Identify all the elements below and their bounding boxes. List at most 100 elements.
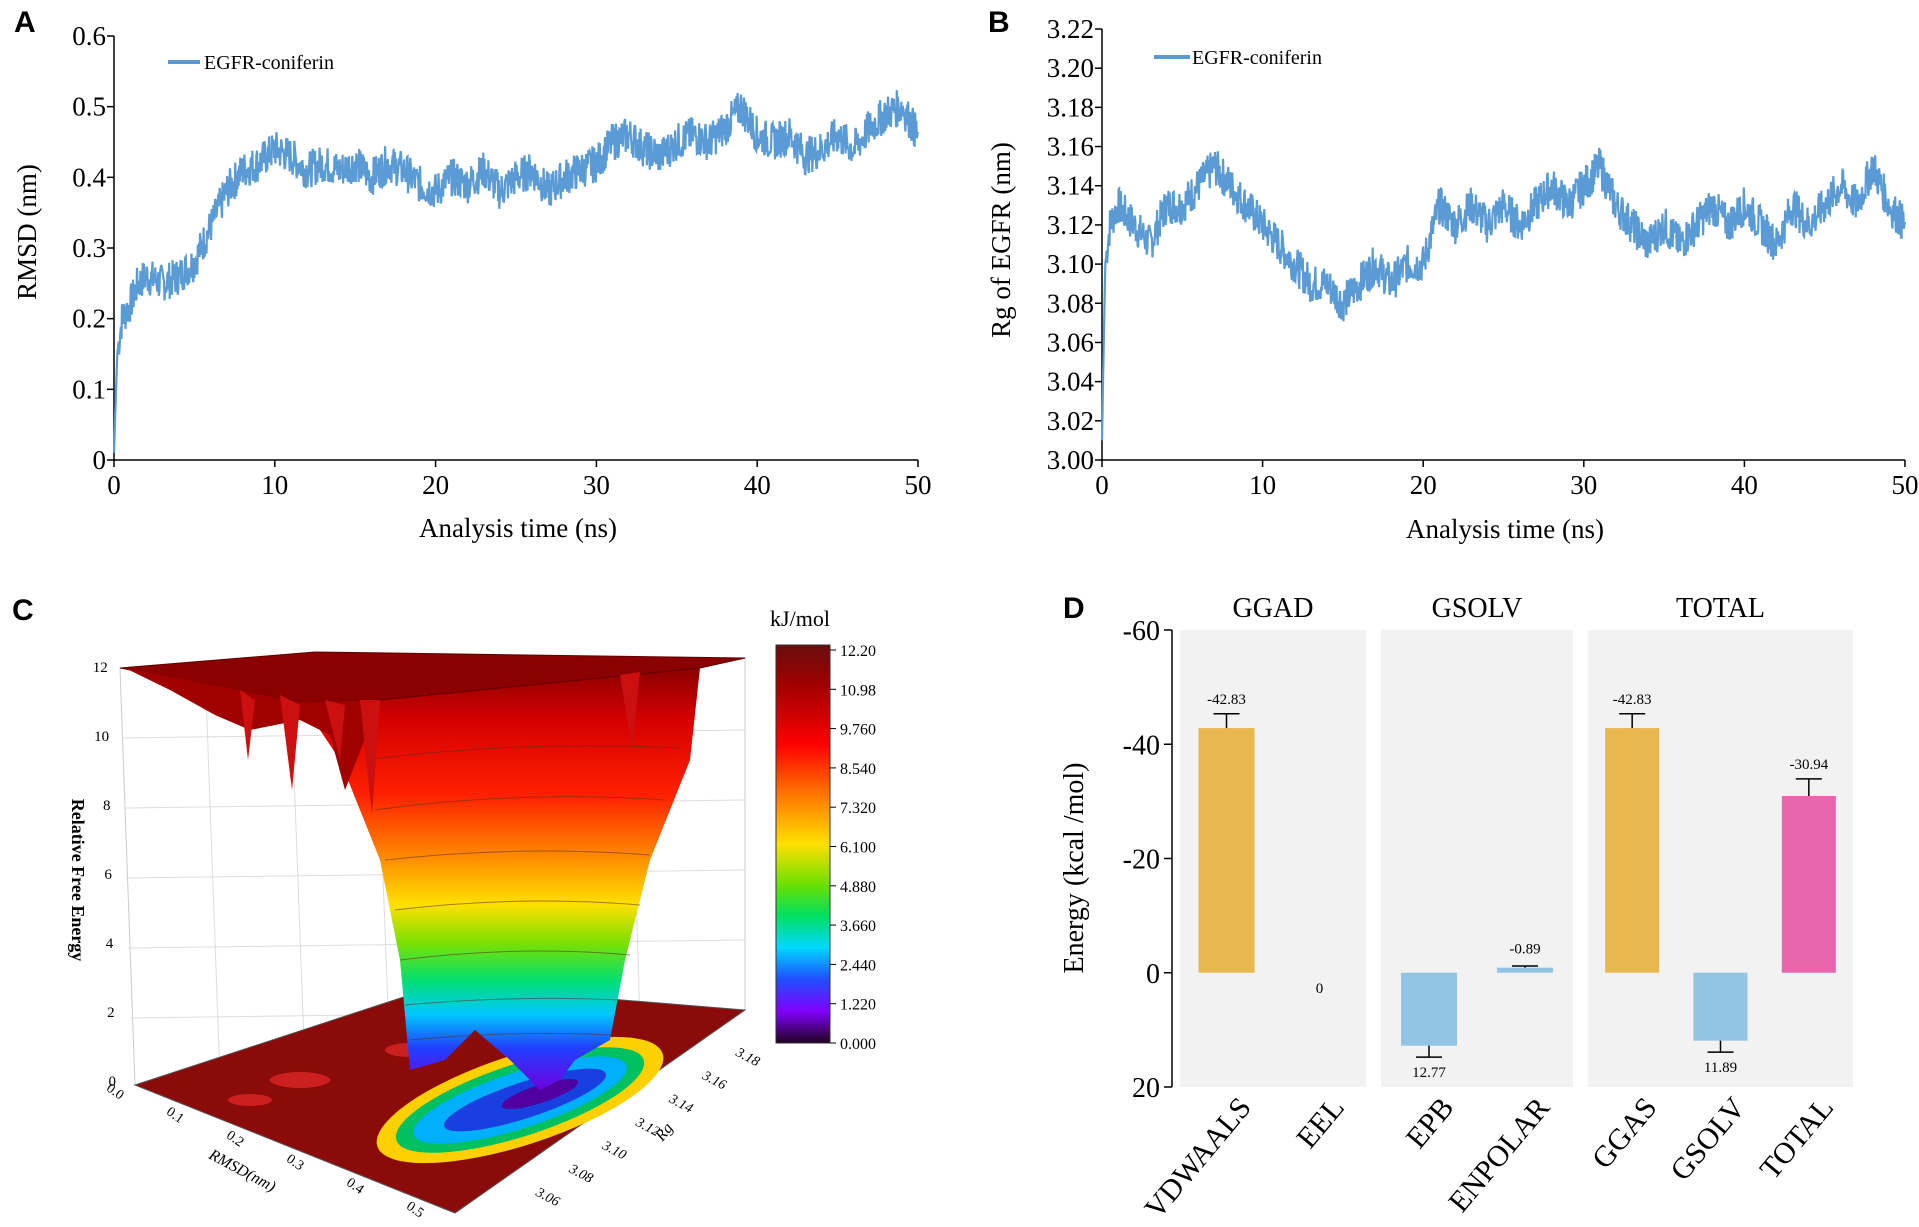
category-label: ENPOLAR [1442, 1091, 1556, 1218]
x-axis-label: RMSD(nm) [205, 1146, 278, 1196]
category-label: EPB [1400, 1091, 1461, 1154]
panel-a-series [112, 90, 920, 453]
bar [1198, 728, 1255, 973]
colorbar-tick-label: 6.100 [840, 840, 876, 857]
colorbar-tick-label: 4.880 [840, 879, 876, 896]
colorbar-tick-label: 10.98 [840, 682, 876, 699]
y-tick-label: 3.18 [1047, 92, 1094, 122]
colorbar-tick-label: 7.320 [840, 800, 876, 817]
y-tick-label: 3.12 [1047, 210, 1094, 240]
colorbar-ticks: 12.20 10.98 9.760 8.540 7.320 6.100 4.880 3.660… [830, 643, 876, 1053]
x-tick-label: 20 [1410, 470, 1437, 500]
z-tick-label: 12 [93, 660, 108, 676]
colorbar-tick-label: 2.440 [840, 957, 876, 974]
energy-funnel [300, 668, 700, 1090]
category-label: GGAS [1586, 1091, 1664, 1175]
bar [1401, 972, 1457, 1046]
y-tick-label: 0.2 [72, 304, 106, 334]
y-tick-label: 0.5 [72, 92, 106, 122]
y-tick-label: 0.3 [72, 233, 106, 263]
group-title: GSOLV [1432, 593, 1523, 624]
data-label: -42.83 [1207, 692, 1246, 708]
x-tick-label: 50 [905, 470, 932, 500]
y-tick-label: 3.04 [1047, 367, 1095, 397]
x-tick-label: 0.1 [163, 1105, 186, 1127]
panel-c-letter: C [12, 594, 34, 627]
y-tick-label: 3.06 [532, 1185, 562, 1210]
y-tick-label: 0.1 [72, 374, 106, 404]
panel-b-axes: 0 10 20 30 40 50 3.00 3.02 3.04 3.06 3.08 3.10 3.12 3… [1047, 14, 1919, 500]
colorbar-tick-label: 9.760 [840, 722, 876, 739]
x-tick-label: 0.0 [103, 1081, 126, 1103]
z-tick-label: 10 [94, 729, 109, 745]
colorbar-tick-label: 3.660 [840, 918, 876, 935]
x-tick-label: 0.3 [283, 1152, 306, 1174]
colorbar-title: kJ/mol [770, 606, 830, 631]
panel-b-legend: EGFR-coniferin [1154, 47, 1322, 69]
panel-b: B 0 10 20 30 40 50 3.00 3.02 3.04 3.06 3.08 3.10 3.1… [986, 6, 1919, 544]
z-tick-label: 6 [104, 867, 112, 883]
y-tick-label: -40 [1123, 730, 1160, 761]
floor-minimum-contours [228, 1036, 664, 1164]
x-tick-label: 0 [1095, 470, 1109, 500]
x-axis-label: Analysis time (ns) [1406, 514, 1604, 544]
data-label: 0 [1316, 981, 1324, 997]
y-tick-label: 3.14 [1047, 171, 1095, 201]
category-label: GSOLV [1664, 1091, 1752, 1187]
y-tick-label: 3.06 [1047, 327, 1094, 357]
y-axis-label: Energy (kcal /mol) [1059, 763, 1090, 974]
data-label: -42.83 [1613, 692, 1652, 708]
x-axis-label: Analysis time (ns) [419, 513, 617, 543]
panel-d-bars: GGAD -42.83 VDWAALS 0 EEL GSOLV 12.77 EPB -0.89 E… [1123, 593, 1853, 1225]
y-tick-label: 3.16 [699, 1068, 729, 1093]
colorbar-tick-label: 0.000 [840, 1036, 876, 1053]
y-tick-label: 3.20 [1047, 53, 1094, 83]
y-axis-label: Rg of EGFR (nm) [986, 142, 1016, 338]
surface-front-drape [125, 668, 380, 790]
panel-b-series [1100, 147, 1907, 441]
category-label: EEL [1290, 1091, 1351, 1154]
data-label: -0.89 [1509, 942, 1540, 958]
y-tick-label: 3.10 [599, 1138, 629, 1163]
x-tick-label: 40 [744, 470, 771, 500]
panel-c-axes: 0 2 4 6 8 10 12 0.0 0.1 0.2 0.3 0.4 0.5 3.063.083.10 3… [93, 660, 762, 1221]
y-tick-label: -20 [1123, 845, 1160, 876]
x-tick-label: 30 [583, 470, 610, 500]
surface-spikes [240, 672, 640, 815]
series-line [112, 90, 920, 453]
panel-c: C [12, 594, 876, 1221]
y-tick-label: 3.00 [1047, 445, 1094, 475]
x-tick-label: 0 [107, 470, 121, 500]
x-tick-label: 50 [1892, 470, 1919, 500]
y-tick-label: 3.18 [732, 1045, 762, 1070]
x-tick-label: 40 [1731, 470, 1758, 500]
x-tick-label: 10 [1249, 470, 1276, 500]
y-tick-label: 3.08 [566, 1161, 596, 1186]
x-tick-label: 0.5 [403, 1199, 426, 1221]
z-tick-label: 0 [109, 1074, 117, 1090]
y-tick-label: 0 [93, 445, 107, 475]
y-tick-label: 20 [1132, 1073, 1160, 1104]
colorbar [775, 644, 831, 1044]
y-tick-label: 0.6 [72, 21, 106, 51]
y-tick-label: 0 [1146, 959, 1160, 990]
bar [1605, 728, 1660, 973]
panel-b-letter: B [988, 6, 1010, 39]
y-tick-label: 3.16 [1047, 132, 1094, 162]
colorbar-tick-label: 1.220 [840, 997, 876, 1014]
z-tick-label: 2 [107, 1005, 115, 1021]
x-tick-label: 0.4 [343, 1175, 366, 1197]
legend-label: EGFR-coniferin [204, 52, 334, 74]
bar [1693, 972, 1748, 1041]
panel-d: D GGAD -42.83 VDWAALS 0 EEL GSOLV 12.77 EPB -0.8… [1059, 592, 1853, 1225]
panel-a-legend: EGFR-coniferin [168, 52, 334, 74]
bar [1781, 796, 1836, 973]
panel-a: A 0 10 20 30 40 50 0 0.1 0.2 0.3 0.4 0.5 0.6 EGFR-co… [12, 6, 932, 543]
panel-d-letter: D [1063, 592, 1085, 625]
funnel-contours [364, 745, 681, 1041]
y-tick-label: 3.08 [1047, 288, 1094, 318]
x-tick-label: 30 [1570, 470, 1597, 500]
y-tick-label: 3.02 [1047, 406, 1094, 436]
series-line [1100, 147, 1907, 441]
data-label: -30.94 [1789, 757, 1828, 773]
